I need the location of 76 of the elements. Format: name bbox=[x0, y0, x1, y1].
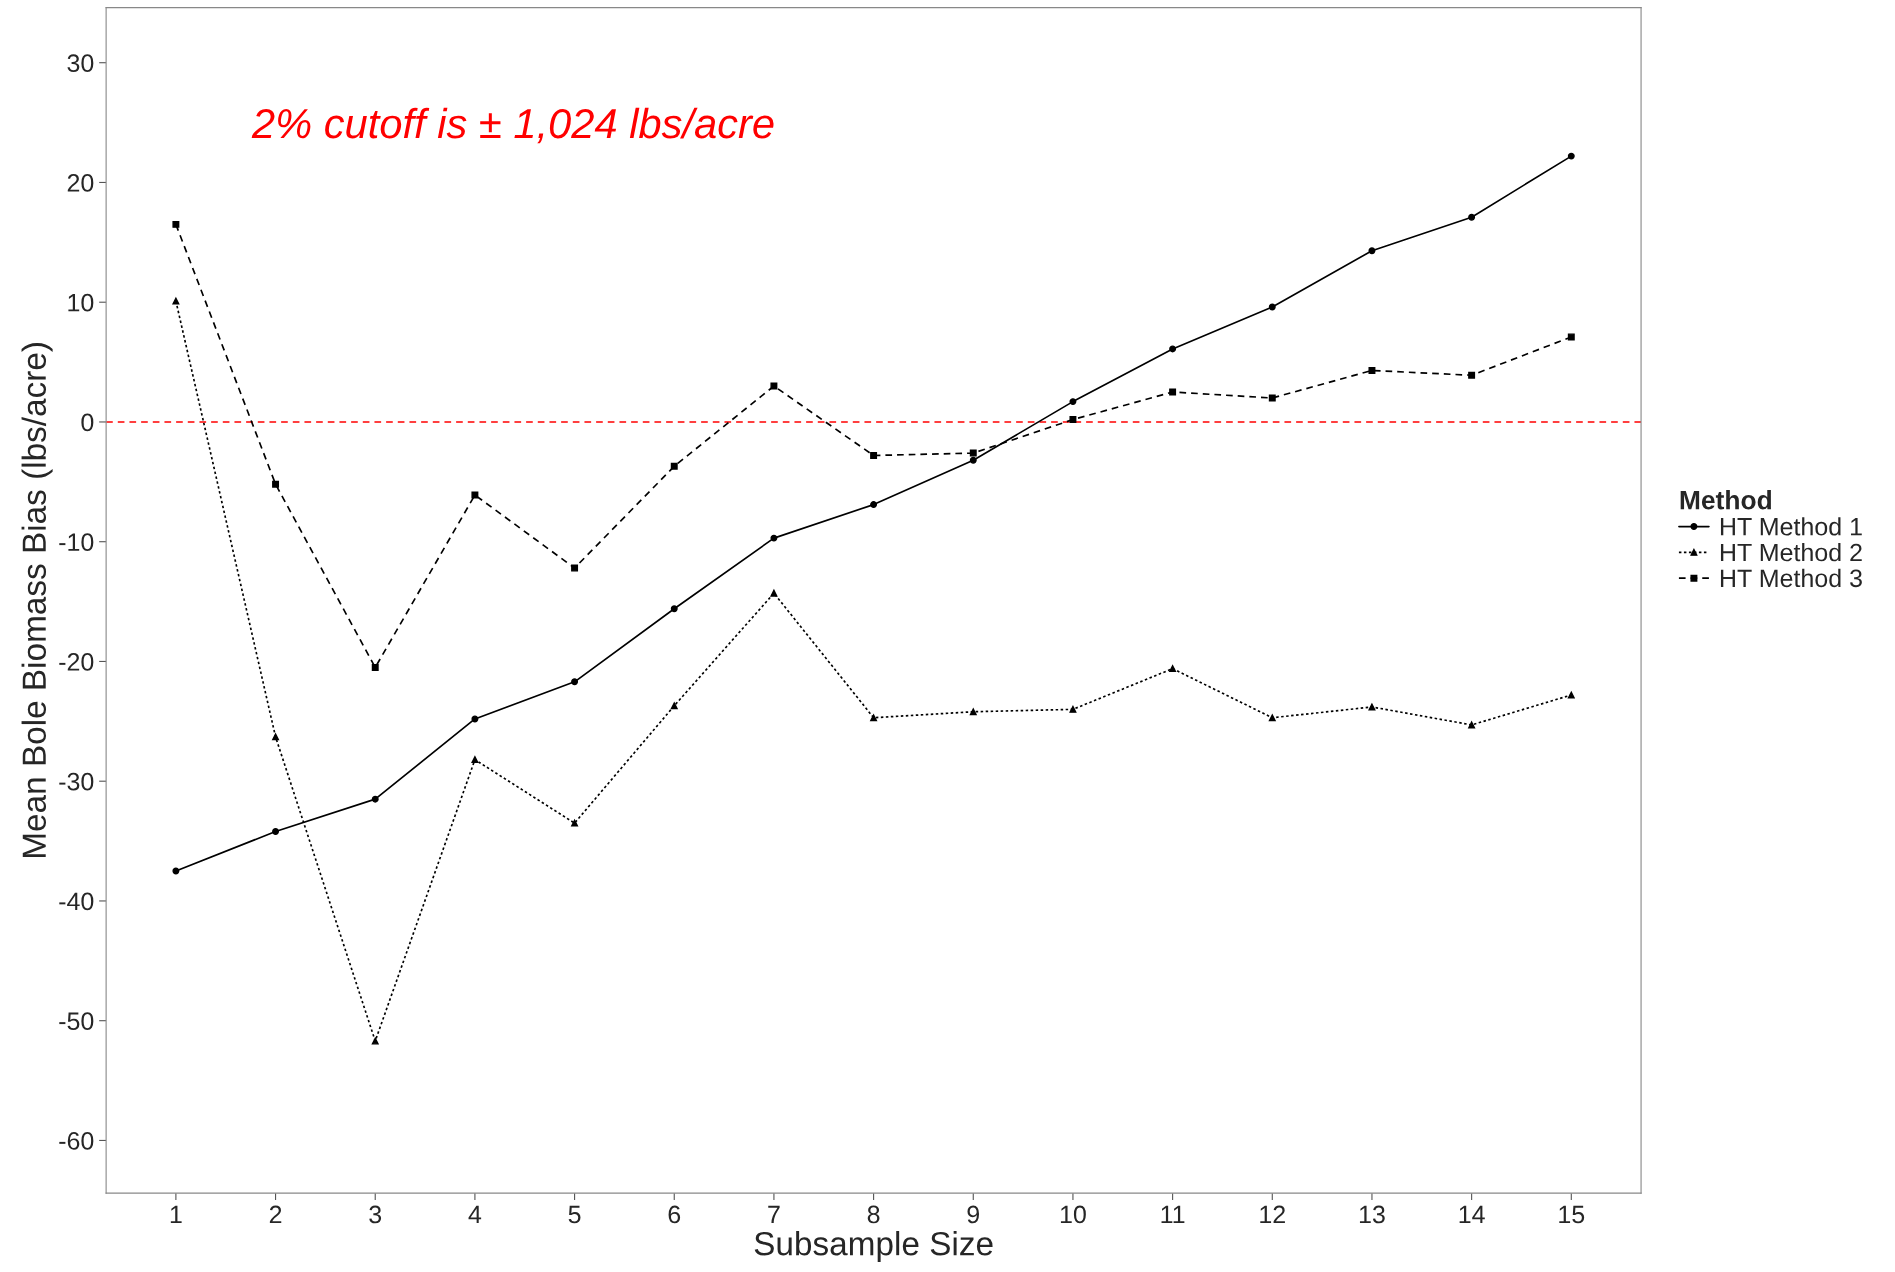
x-tick-label: 3 bbox=[369, 1205, 382, 1224]
x-tick-label: 10 bbox=[1060, 1205, 1086, 1224]
point bbox=[371, 1037, 379, 1045]
x-tick-label: 8 bbox=[867, 1205, 880, 1224]
point bbox=[1268, 394, 1276, 402]
point bbox=[1268, 714, 1276, 722]
y-tick-label: -60 bbox=[59, 1132, 94, 1150]
y-tick-label: -10 bbox=[59, 533, 94, 552]
point bbox=[770, 589, 778, 597]
x-tick-label: 9 bbox=[967, 1205, 980, 1224]
point bbox=[272, 733, 280, 741]
point bbox=[272, 828, 280, 835]
point bbox=[1567, 333, 1575, 341]
point bbox=[969, 449, 977, 457]
point bbox=[1567, 152, 1575, 160]
point bbox=[1468, 721, 1476, 729]
x-tick-label: 14 bbox=[1459, 1205, 1485, 1224]
point bbox=[1468, 213, 1476, 221]
point bbox=[1169, 665, 1177, 673]
point bbox=[1169, 345, 1177, 353]
point bbox=[471, 491, 479, 499]
point bbox=[571, 678, 579, 686]
point bbox=[172, 220, 180, 228]
x-tick-label: 6 bbox=[668, 1205, 681, 1224]
point bbox=[1069, 416, 1077, 424]
x-tick-label: 13 bbox=[1359, 1205, 1385, 1224]
point bbox=[969, 456, 977, 464]
legend-label: HT Method 2 bbox=[1720, 543, 1862, 562]
point bbox=[1368, 366, 1376, 374]
y-tick-label: 0 bbox=[81, 413, 94, 432]
point bbox=[670, 702, 678, 710]
y-tick-label: 30 bbox=[67, 54, 94, 73]
point bbox=[1169, 388, 1177, 396]
y-axis-title: Mean Bole Biomass Bias (lbs/acre) bbox=[21, 343, 53, 857]
y-tick-label: 20 bbox=[67, 174, 94, 192]
legend-label: HT Method 1 bbox=[1720, 517, 1862, 536]
x-tick-label: 2 bbox=[269, 1205, 282, 1224]
point bbox=[1069, 398, 1077, 406]
x-tick-label: 5 bbox=[568, 1205, 581, 1224]
point bbox=[770, 382, 778, 390]
x-axis-title: Subsample Size bbox=[754, 1231, 993, 1263]
point bbox=[571, 564, 579, 572]
x-tick-label: 4 bbox=[468, 1205, 482, 1224]
point bbox=[870, 714, 878, 722]
point bbox=[471, 756, 479, 764]
point bbox=[870, 452, 878, 459]
x-tick-label: 15 bbox=[1559, 1205, 1585, 1224]
legend-label: HT Method 3 bbox=[1720, 568, 1862, 588]
x-tick-label: 12 bbox=[1260, 1205, 1285, 1224]
point bbox=[1268, 303, 1276, 311]
point bbox=[1567, 691, 1575, 699]
x-tick-label: 7 bbox=[768, 1205, 780, 1224]
point bbox=[571, 819, 579, 827]
legend-title: Method bbox=[1680, 490, 1771, 510]
y-tick-label: -40 bbox=[59, 892, 94, 911]
point bbox=[969, 708, 977, 716]
point bbox=[1468, 371, 1476, 379]
y-tick-label: -30 bbox=[59, 772, 94, 791]
x-tick-label: 1 bbox=[170, 1205, 182, 1224]
point bbox=[1069, 705, 1077, 713]
annotation: 2% cutoff is ± 1,024 lbs/acre bbox=[251, 107, 774, 144]
point bbox=[670, 605, 678, 613]
y-tick-label: 10 bbox=[68, 293, 94, 312]
x-tick-label: 11 bbox=[1161, 1205, 1185, 1224]
point bbox=[371, 795, 379, 803]
point bbox=[870, 501, 878, 509]
point bbox=[1368, 247, 1376, 255]
point bbox=[670, 462, 678, 470]
y-tick-label: -50 bbox=[59, 1012, 94, 1030]
point bbox=[172, 297, 180, 305]
point bbox=[172, 867, 180, 875]
point bbox=[770, 534, 778, 542]
point bbox=[272, 480, 280, 488]
point bbox=[471, 715, 479, 723]
y-tick-label: -20 bbox=[59, 653, 94, 671]
point bbox=[371, 663, 379, 671]
